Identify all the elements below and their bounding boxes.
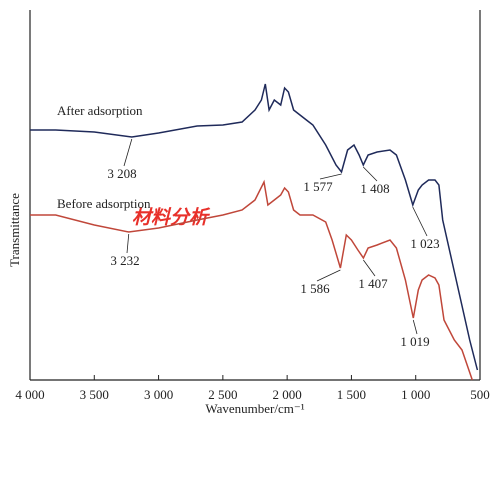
x-tick-label: 1 000 — [401, 387, 430, 402]
annotation: 3 232 — [110, 253, 139, 268]
annotation-leader — [319, 173, 342, 180]
x-tick-label: 2 000 — [273, 387, 302, 402]
y-axis-label: Transmittance — [7, 193, 22, 267]
x-tick-label: 3 000 — [144, 387, 173, 402]
annotation: 1 023 — [410, 236, 439, 251]
spectrum-line — [30, 83, 479, 371]
watermark: 材料分析 — [132, 207, 211, 229]
annotation-leader — [123, 138, 133, 167]
annotation-leader — [363, 259, 376, 277]
x-axis-label: Wavenumber/cm⁻¹ — [205, 401, 304, 416]
x-tick-label: 1 500 — [337, 387, 366, 402]
annotation: 1 408 — [360, 181, 389, 196]
x-tick-label: 500 — [470, 387, 490, 402]
annotation: 1 407 — [358, 276, 388, 291]
annotation-leader — [412, 206, 428, 237]
annotation-leader — [316, 269, 341, 282]
annotation: 3 208 — [107, 166, 136, 181]
annotation: 1 586 — [300, 281, 330, 296]
annotation: 1 577 — [303, 179, 333, 194]
x-tick-label: 2 500 — [208, 387, 237, 402]
annotation-leader — [362, 166, 378, 182]
series-label: Before adsorption — [57, 196, 151, 211]
annotation: 1 019 — [400, 334, 429, 349]
annotation-leader — [412, 319, 418, 335]
annotation-leader — [126, 233, 130, 254]
spectrum-line — [30, 179, 474, 381]
x-tick-label: 3 500 — [80, 387, 109, 402]
series-label: After adsorption — [57, 103, 143, 118]
x-tick-label: 4 000 — [15, 387, 44, 402]
